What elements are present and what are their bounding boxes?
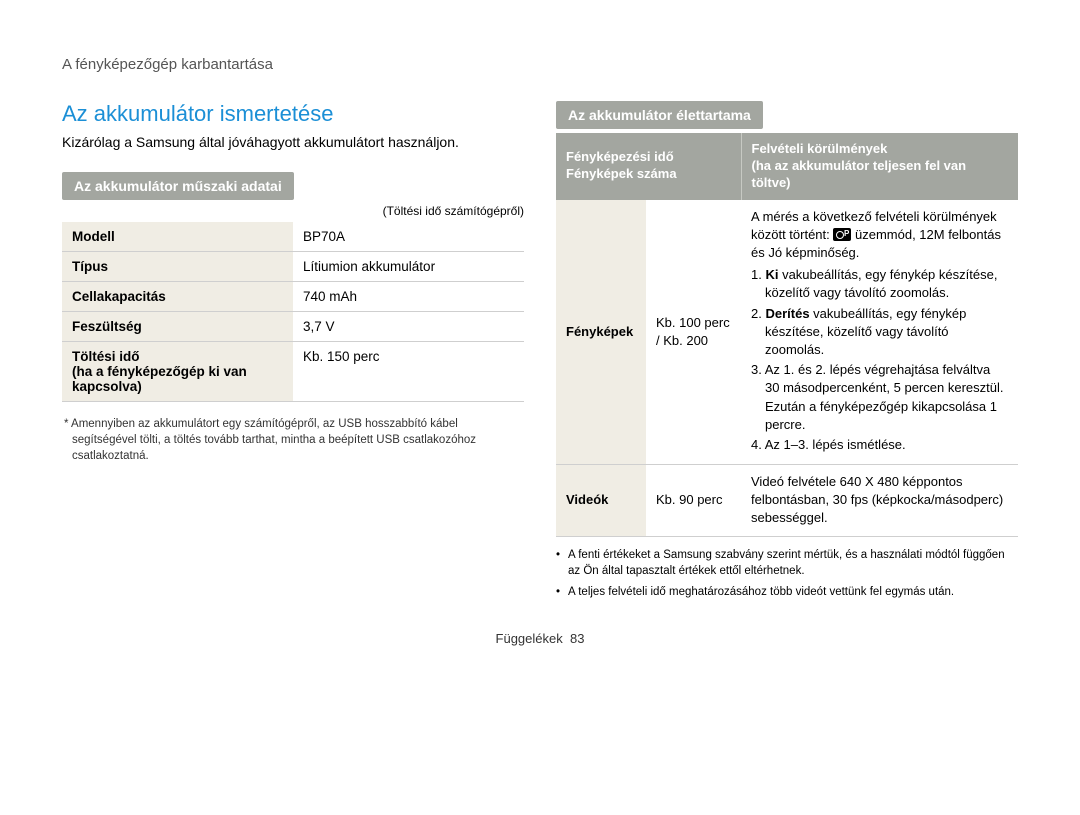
- spec-label: Cellakapacitás: [62, 281, 293, 311]
- charging-note: (Töltési idő számítógépről): [62, 204, 524, 218]
- step-item: 2. Derítés vakubeállítás, egy fénykép ké…: [765, 305, 1008, 360]
- steps-list: 1. Ki vakubeállítás, egy fénykép készíté…: [751, 266, 1008, 454]
- note-item: A fenti értékeket a Samsung szabvány sze…: [556, 547, 1018, 580]
- step-item: 1. Ki vakubeállítás, egy fénykép készíté…: [765, 266, 1008, 302]
- left-column: Az akkumulátor ismertetése Kizárólag a S…: [62, 101, 524, 605]
- spec-label: Típus: [62, 251, 293, 281]
- row-conditions-photos: A mérés a következő felvételi körülménye…: [741, 200, 1018, 465]
- spec-label: Feszültség: [62, 311, 293, 341]
- life-head-col1: Fényképezési időFényképek száma: [556, 133, 741, 200]
- two-column-layout: Az akkumulátor ismertetése Kizárólag a S…: [62, 101, 1018, 605]
- breadcrumb: A fényképezőgép karbantartása: [62, 56, 1018, 73]
- spec-value: 3,7 V: [293, 311, 524, 341]
- note-item: A teljes felvételi idő meghatározásához …: [556, 584, 1018, 601]
- spec-label: Töltési idő(ha a fényképezőgép ki van ka…: [62, 341, 293, 401]
- cond-intro: A mérés a következő felvételi körülménye…: [751, 208, 1008, 263]
- table-row: ModellBP70A: [62, 222, 524, 252]
- row-value-videos: Kb. 90 perc: [646, 465, 741, 537]
- spec-label: Modell: [62, 222, 293, 252]
- specs-table: ModellBP70ATípusLítiumion akkumulátorCel…: [62, 222, 524, 402]
- spec-value: 740 mAh: [293, 281, 524, 311]
- spec-value: Lítiumion akkumulátor: [293, 251, 524, 281]
- step-item: 3. Az 1. és 2. lépés végrehajtása felvál…: [765, 361, 1008, 434]
- table-row: Feszültség3,7 V: [62, 311, 524, 341]
- table-row-photos: Fényképek Kb. 100 perc / Kb. 200 A mérés…: [556, 200, 1018, 465]
- spec-value: Kb. 150 perc: [293, 341, 524, 401]
- camera-mode-icon: [833, 228, 851, 241]
- table-row: Töltési idő(ha a fényképezőgép ki van ka…: [62, 341, 524, 401]
- row-label-photos: Fényképek: [556, 200, 646, 465]
- page-footer: Függelékek 83: [62, 631, 1018, 646]
- page: A fényképezőgép karbantartása Az akkumul…: [0, 0, 1080, 676]
- battery-life-table: Fényképezési időFényképek száma Felvétel…: [556, 133, 1018, 537]
- row-value-photos: Kb. 100 perc / Kb. 200: [646, 200, 741, 465]
- life-head-col2: Felvételi körülmények(ha az akkumulátor …: [741, 133, 1018, 200]
- section-title: Az akkumulátor ismertetése: [62, 101, 524, 127]
- notes-list: A fenti értékeket a Samsung szabvány sze…: [556, 547, 1018, 601]
- row-label-videos: Videók: [556, 465, 646, 537]
- row-conditions-videos: Videó felvétele 640 X 480 képpontos felb…: [741, 465, 1018, 537]
- subheading-specs: Az akkumulátor műszaki adatai: [62, 172, 294, 200]
- table-row-videos: Videók Kb. 90 perc Videó felvétele 640 X…: [556, 465, 1018, 537]
- step-item: 4. Az 1–3. lépés ismétlése.: [765, 436, 1008, 454]
- footer-page-number: 83: [570, 631, 584, 646]
- lead-paragraph: Kizárólag a Samsung által jóváhagyott ak…: [62, 133, 524, 152]
- table-row: TípusLítiumion akkumulátor: [62, 251, 524, 281]
- usb-footnote: * Amennyiben az akkumulátort egy számító…: [62, 416, 524, 464]
- right-column: Az akkumulátor élettartama Fényképezési …: [556, 101, 1018, 605]
- spec-value: BP70A: [293, 222, 524, 252]
- footer-section: Függelékek: [496, 631, 563, 646]
- table-row: Cellakapacitás740 mAh: [62, 281, 524, 311]
- subheading-life: Az akkumulátor élettartama: [556, 101, 763, 129]
